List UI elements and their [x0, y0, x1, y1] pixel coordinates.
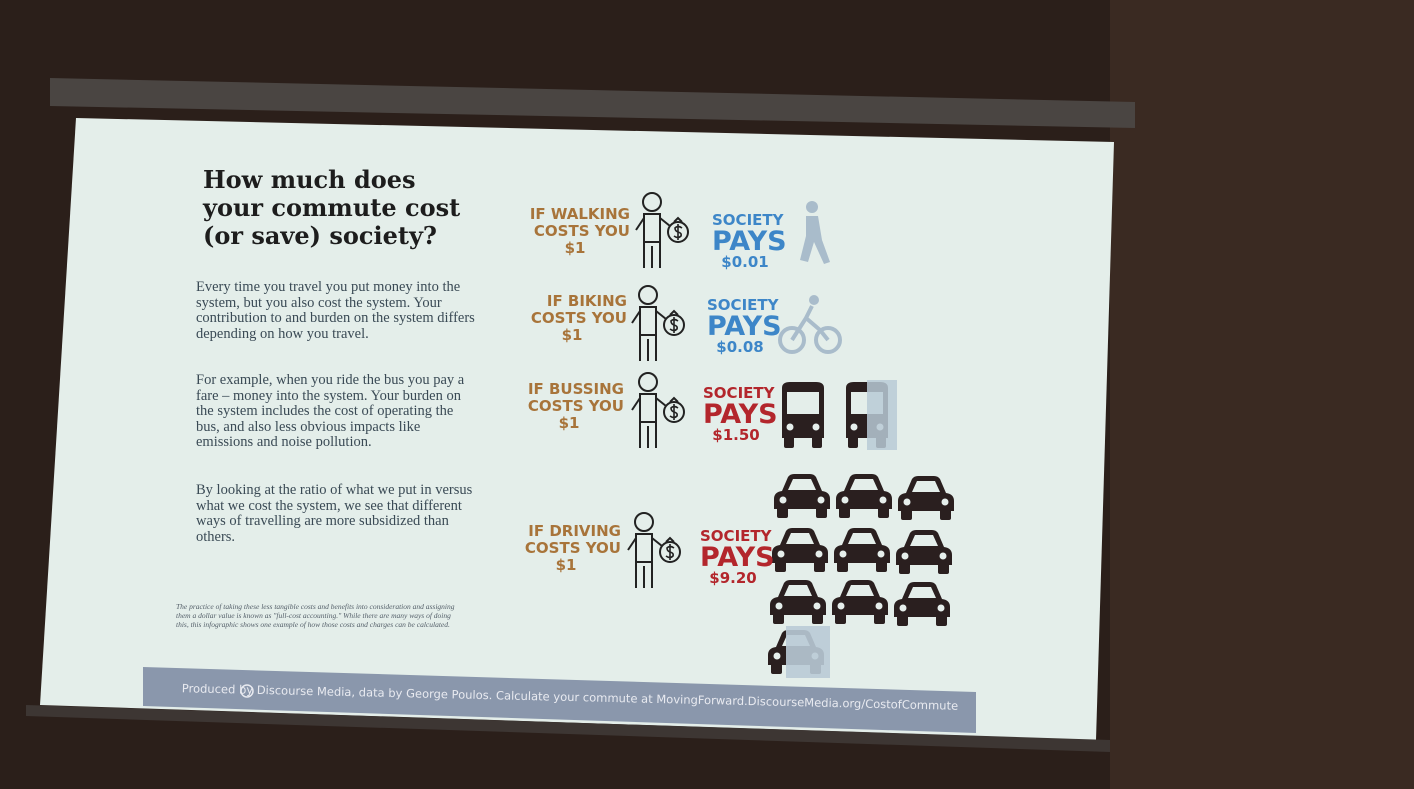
society-cost: $0.01 — [712, 254, 778, 271]
title-line: your commute cost — [203, 194, 460, 222]
slide-title: How much does your commute cost (or save… — [203, 166, 460, 250]
costs-you: COSTS YOU — [520, 223, 630, 240]
costs-you: COSTS YOU — [514, 398, 624, 415]
you-cost: $1 — [520, 240, 630, 257]
mode: IF BUSSING — [514, 381, 624, 398]
mode: IF WALKING — [520, 206, 630, 223]
car-partial-fade — [786, 626, 830, 678]
paragraph: For example, when you ride the bus you p… — [196, 373, 478, 451]
title-line: (or save) society? — [203, 222, 460, 250]
pays: PAYS — [700, 545, 766, 570]
you-cost: $1 — [514, 415, 624, 432]
pays: PAYS — [707, 314, 773, 339]
mode: IF DRIVING — [511, 523, 621, 540]
society-cost: $9.20 — [700, 570, 766, 587]
society-cost: $0.08 — [707, 339, 773, 356]
society-cost: $1.50 — [703, 427, 769, 444]
title-line: How much does — [203, 166, 460, 194]
pays: PAYS — [712, 229, 778, 254]
paragraph: By looking at the ratio of what we put i… — [196, 483, 478, 545]
you-cost: $1 — [511, 557, 621, 574]
costs-you: COSTS YOU — [511, 540, 621, 557]
footnote: The practice of taking these less tangib… — [176, 602, 456, 629]
you-cost: $1 — [517, 327, 627, 344]
mode: IF BIKING — [517, 293, 627, 310]
paragraph: Every time you travel you put money into… — [196, 280, 478, 342]
wall-right — [1110, 0, 1414, 789]
bus-partial-fade — [867, 380, 897, 450]
photo: How much does your commute cost (or save… — [0, 0, 1414, 789]
costs-you: COSTS YOU — [517, 310, 627, 327]
pays: PAYS — [703, 402, 769, 427]
